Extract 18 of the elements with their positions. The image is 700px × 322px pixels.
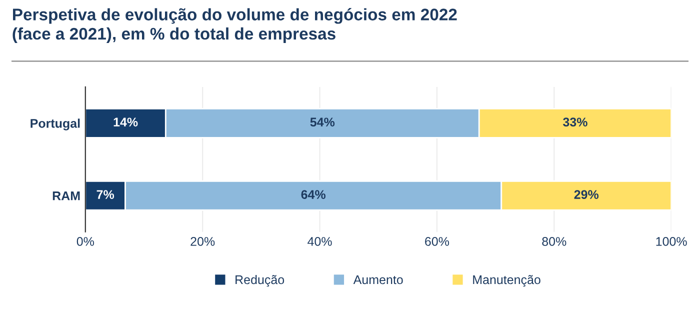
x-tick-label: 20% [190, 237, 215, 246]
legend-label: Redução [236, 274, 284, 287]
data-label: 7% [96, 190, 114, 199]
data-label: 64% [301, 190, 326, 199]
data-label: 33% [562, 118, 588, 127]
chart-title: Perspetiva de evolução do volume de negócios em 2022 (face a 2021), em % do total de empresas [12, 8, 457, 43]
y-tick-label: Portugal [30, 118, 80, 130]
x-tick-label: 40% [308, 237, 332, 246]
x-tick-label: 60% [425, 237, 450, 246]
legend-label: Aumento [353, 275, 403, 284]
y-tick-label: RAM [52, 192, 80, 200]
legend-label: Manutenção [473, 275, 540, 287]
data-label: 29% [574, 190, 599, 199]
x-tick-label: 80% [542, 237, 566, 246]
x-tick-label: 100% [656, 237, 687, 246]
x-tick-label: 0% [76, 237, 94, 246]
data-label: 54% [310, 118, 335, 127]
data-label: 14% [114, 118, 138, 126]
